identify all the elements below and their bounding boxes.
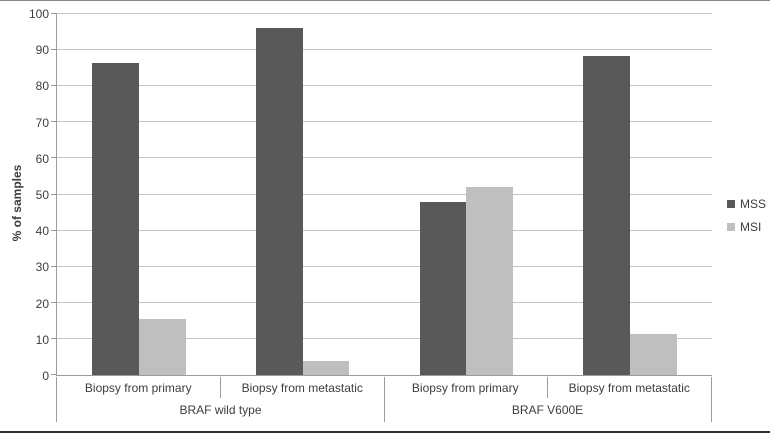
- y-axis-tick-label: 30: [35, 260, 49, 275]
- bars-layer: [57, 14, 712, 375]
- y-axis-tick-label: 50: [35, 188, 49, 202]
- y-axis-tick-label: 90: [35, 43, 49, 58]
- gridline: [57, 13, 712, 14]
- legend-swatch-icon: [727, 222, 735, 231]
- y-axis-tick-label: 60: [35, 151, 49, 166]
- gridline: [57, 49, 712, 51]
- group-labels-row: BRAF wild type BRAF V600E: [57, 398, 711, 422]
- y-axis-tick-label: 80: [35, 79, 49, 94]
- y-axis-tick: [51, 13, 57, 14]
- y-axis-tick-labels: 0 10 20 30 40 50 60 70 80 90 100: [0, 7, 49, 383]
- bar-mss: [583, 55, 631, 375]
- bar-msi: [138, 319, 186, 375]
- y-axis-tick: [51, 374, 57, 375]
- bar-msi: [466, 187, 514, 375]
- category-labels-row: Biopsy from primary Biopsy from metastati…: [57, 377, 711, 398]
- y-axis-tick-label: 10: [35, 332, 49, 347]
- y-axis-tick-label: 100: [28, 7, 49, 21]
- bar-msi: [302, 360, 350, 375]
- y-axis-tick-label: 70: [35, 115, 49, 130]
- category-label: Biopsy from primary: [57, 377, 221, 398]
- category-label: Biopsy from primary: [384, 377, 548, 398]
- bar-mss: [419, 201, 467, 375]
- y-axis-tick: [51, 85, 57, 87]
- bar-mss: [92, 62, 139, 375]
- y-axis-tick: [51, 229, 57, 231]
- y-axis-tick: [51, 121, 57, 123]
- legend-swatch-icon: [727, 199, 735, 208]
- bar-msi: [630, 333, 677, 375]
- bar-mss: [255, 28, 303, 375]
- legend-label: MSS: [740, 196, 767, 211]
- y-axis-tick: [51, 49, 57, 51]
- group-label: BRAF wild type: [179, 403, 262, 417]
- gridline: [57, 337, 712, 339]
- y-axis-tick: [51, 157, 57, 159]
- y-axis-tick: [51, 265, 57, 267]
- category-label: Biopsy from metastatic: [241, 380, 363, 395]
- gridline: [57, 85, 712, 87]
- legend-item-mss: MSS: [727, 192, 766, 215]
- x-axis-area: Biopsy from primary Biopsy from metastati…: [56, 377, 712, 422]
- plot-area: [51, 13, 712, 376]
- y-axis-tick-label: 40: [35, 224, 49, 239]
- y-axis-tick: [51, 301, 57, 303]
- legend-label: MSI: [740, 219, 762, 234]
- legend: MSS MSI: [727, 192, 766, 238]
- gridline: [57, 301, 712, 303]
- y-axis-tick-label: 0: [42, 369, 49, 383]
- group-label: BRAF V600E: [511, 403, 584, 417]
- category-label: Biopsy from metastatic: [568, 380, 690, 395]
- y-axis-tick-marks: [51, 13, 712, 375]
- gridline: [57, 121, 712, 123]
- gridline: [57, 193, 712, 195]
- group-divider-line: [384, 377, 385, 422]
- gridline: [57, 229, 712, 231]
- gridlines-layer: [57, 13, 712, 375]
- gridline: [57, 265, 712, 267]
- gridline: [57, 157, 712, 159]
- y-axis-tick: [51, 337, 57, 339]
- legend-item-msi: MSI: [727, 215, 766, 238]
- y-axis-tick: [51, 193, 57, 195]
- y-axis-tick-label: 20: [35, 296, 49, 311]
